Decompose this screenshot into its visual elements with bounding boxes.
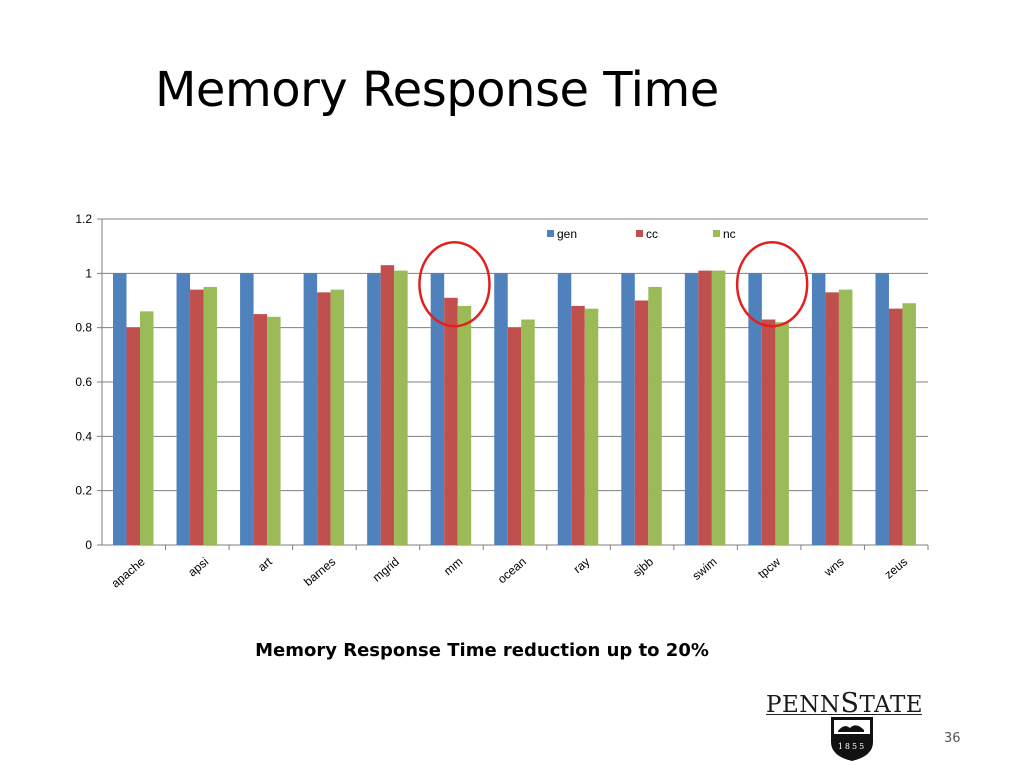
bar-nc-barnes: [330, 289, 345, 545]
y-tick-label: 0.8: [75, 321, 92, 335]
bar-nc-mgrid: [394, 270, 408, 545]
bar-cc-sjbb: [634, 300, 649, 545]
bar-nc-sjbb: [648, 286, 662, 545]
x-tick-label: mm: [441, 555, 465, 579]
logo-rule: [766, 714, 922, 715]
x-tick-label: barnes: [301, 555, 338, 589]
bar-nc-apsi: [203, 286, 218, 545]
bar-gen-mm: [430, 273, 445, 545]
y-tick-label: 1.2: [75, 212, 92, 226]
x-tick-label: wns: [821, 555, 847, 580]
bar-gen-sjbb: [621, 273, 635, 545]
bar-cc-apsi: [190, 289, 204, 545]
legend-swatch-cc: [636, 230, 643, 237]
legend-label-nc: nc: [723, 227, 736, 241]
svg-text:1855: 1855: [838, 742, 866, 751]
bar-gen-art: [240, 273, 254, 545]
x-tick-label: mgrid: [370, 555, 402, 585]
slide-caption: Memory Response Time reduction up to 20%: [255, 640, 709, 661]
slide-number: 36: [944, 731, 961, 746]
x-tick-label: ocean: [495, 555, 529, 587]
bar-gen-tpcw: [748, 273, 762, 545]
shield-icon: 1855: [831, 717, 873, 761]
x-tick-label: art: [255, 554, 275, 574]
slide-title: Memory Response Time: [155, 62, 719, 118]
bar-gen-mgrid: [367, 273, 381, 545]
bar-gen-ray: [557, 273, 572, 545]
legend-label-gen: gen: [557, 227, 577, 241]
bar-nc-swim: [711, 270, 726, 545]
y-tick-label: 0.6: [75, 375, 92, 389]
bar-nc-tpcw: [775, 322, 789, 545]
bar-gen-swim: [684, 273, 699, 545]
bar-cc-apache: [126, 327, 140, 545]
bar-nc-apache: [140, 311, 154, 545]
x-tick-label: apache: [109, 554, 148, 590]
bar-cc-barnes: [317, 292, 331, 545]
bar-nc-wns: [838, 289, 853, 545]
bar-nc-zeus: [902, 303, 916, 545]
x-tick-label: sjbb: [630, 554, 656, 579]
x-tick-label: apsi: [185, 555, 211, 580]
x-tick-label: swim: [690, 555, 720, 583]
bar-nc-art: [267, 316, 281, 545]
y-tick-label: 1: [85, 266, 92, 280]
legend-label-cc: cc: [646, 227, 658, 241]
y-tick-label: 0: [85, 538, 92, 552]
x-tick-label: zeus: [882, 555, 910, 582]
bar-cc-swim: [698, 270, 712, 545]
logo-wordmark: PENNSTATE: [766, 688, 924, 719]
x-tick-label: ray: [571, 555, 593, 576]
legend-swatch-gen: [547, 230, 554, 237]
bar-cc-mgrid: [380, 265, 395, 545]
bar-gen-apsi: [176, 273, 191, 545]
bar-gen-zeus: [875, 273, 889, 545]
bar-gen-barnes: [303, 273, 318, 545]
bar-nc-mm: [457, 305, 472, 545]
bar-gen-apache: [113, 273, 127, 545]
bar-cc-wns: [825, 292, 839, 545]
bar-cc-art: [253, 314, 268, 545]
bar-cc-ocean: [507, 327, 522, 545]
bar-cc-mm: [444, 297, 458, 545]
bar-nc-ray: [584, 308, 599, 545]
legend-swatch-nc: [713, 230, 720, 237]
bar-gen-ocean: [494, 273, 508, 545]
y-tick-label: 0.2: [75, 484, 92, 498]
bar-chart: 0 0.2 0.4 0.6 0.8 1 1.2 apache apsi art barnes mgri…: [75, 212, 929, 591]
highlight-circle-mm: [418, 240, 491, 328]
bar-gen-wns: [811, 273, 826, 545]
bar-nc-ocean: [521, 319, 535, 545]
x-tick-label: tpcw: [755, 554, 783, 581]
bar-cc-ray: [571, 305, 585, 545]
y-tick-label: 0.4: [75, 429, 92, 443]
bar-cc-tpcw: [761, 319, 776, 545]
pennstate-logo: PENNSTATE 1855: [766, 688, 926, 764]
bar-cc-zeus: [888, 308, 903, 545]
highlight-circle-tpcw: [735, 240, 809, 328]
